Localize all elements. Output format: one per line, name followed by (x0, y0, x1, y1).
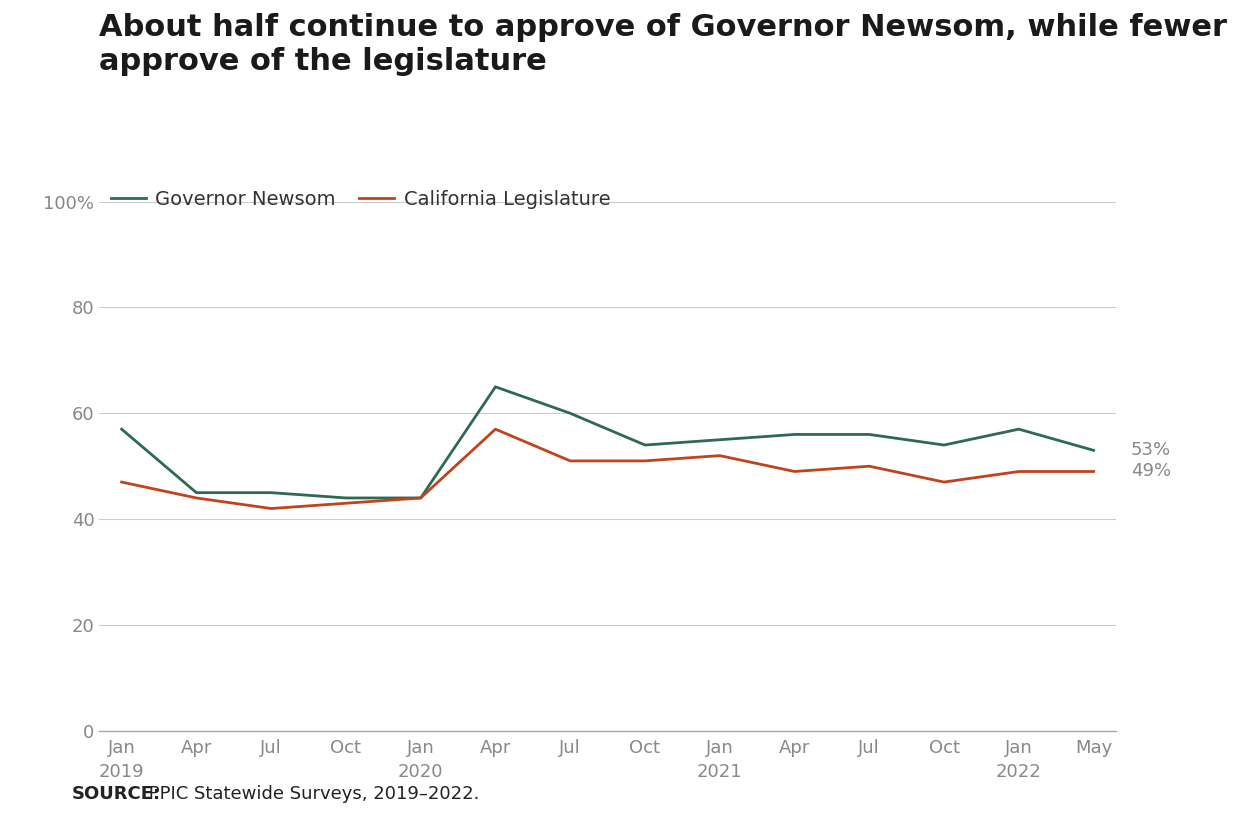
Legend: Governor Newsom, California Legislature: Governor Newsom, California Legislature (103, 182, 619, 217)
Text: 53%: 53% (1131, 441, 1171, 459)
Text: 49%: 49% (1131, 463, 1171, 480)
Text: About half continue to approve of Governor Newsom, while fewer
approve of the le: About half continue to approve of Govern… (99, 13, 1228, 76)
Text: PPIC Statewide Surveys, 2019–2022.: PPIC Statewide Surveys, 2019–2022. (143, 785, 479, 803)
Text: SOURCE:: SOURCE: (72, 785, 161, 803)
